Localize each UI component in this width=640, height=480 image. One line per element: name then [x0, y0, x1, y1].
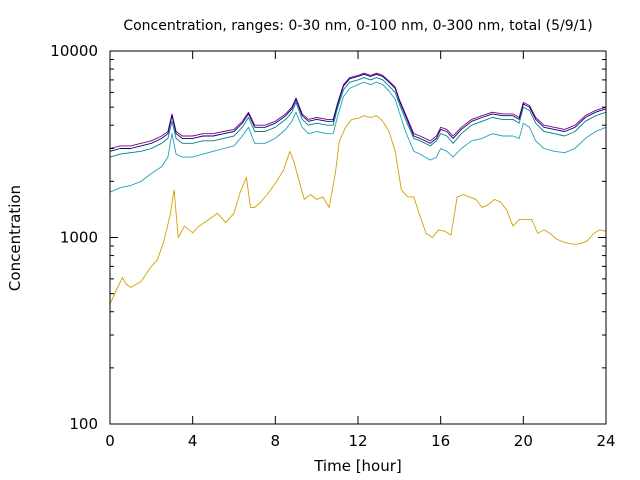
x-tick-label: 12 — [348, 432, 367, 450]
x-tick-label: 16 — [431, 432, 450, 450]
y-tick-label: 100 — [69, 415, 98, 433]
axis-ticks: 0 4 8 12 16 20 24 100 1000 10000 — [50, 42, 615, 450]
x-tick-label: 24 — [596, 432, 615, 450]
x-tick-label: 8 — [271, 432, 281, 450]
y-tick-label: 1000 — [60, 229, 98, 247]
series-line-3 — [109, 77, 607, 158]
chart-title: Concentration, ranges: 0-30 nm, 0-100 nm… — [123, 18, 592, 34]
series-lines — [109, 72, 607, 305]
x-tick-label: 20 — [514, 432, 533, 450]
y-axis-title: Concentration — [6, 185, 24, 291]
x-axis-title: Time [hour] — [313, 457, 402, 475]
series-line-2 — [109, 73, 607, 152]
series-line-5 — [109, 115, 607, 305]
series-line-4 — [109, 81, 607, 193]
x-tick-label: 4 — [188, 432, 198, 450]
plot-frame — [109, 50, 607, 425]
series-line-1 — [109, 72, 607, 149]
x-tick-label: 0 — [105, 432, 115, 450]
y-tick-label: 10000 — [50, 42, 98, 60]
